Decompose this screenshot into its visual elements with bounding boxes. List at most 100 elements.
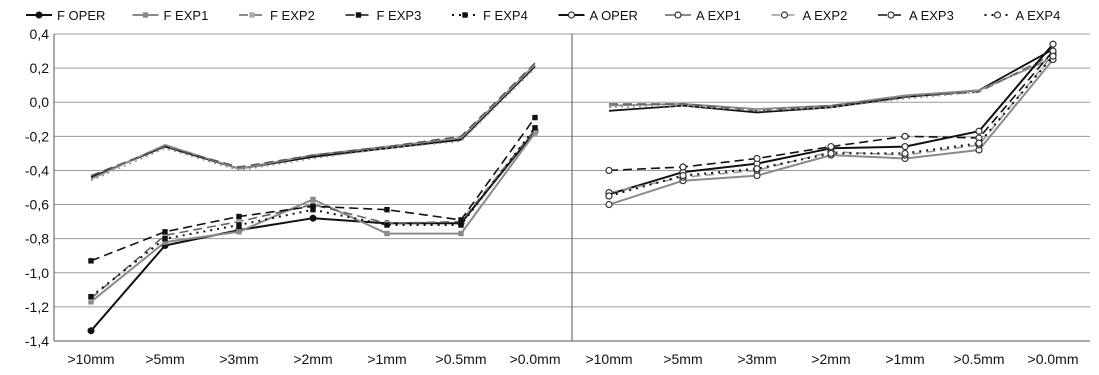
series-line (608, 48, 1054, 114)
y-tick-label: 0,2 (30, 60, 50, 76)
legend-label: F EXP1 (164, 8, 209, 23)
legend-label: F EXP3 (377, 8, 422, 23)
data-point (605, 166, 613, 175)
data-point (827, 149, 835, 157)
legend-marker (142, 12, 149, 18)
x-tick-label: >0.0mm (1028, 351, 1079, 367)
x-tick-label: >0.5mm (436, 351, 487, 367)
legend-label: F EXP4 (483, 8, 528, 23)
legend-marker (780, 11, 789, 19)
legend-item-f-exp2: F EXP2 (239, 8, 315, 23)
series-line (609, 53, 1054, 112)
data-point (901, 132, 909, 140)
data-point (975, 127, 983, 135)
data-point (901, 142, 909, 151)
legend-marker (567, 11, 576, 19)
data-point (236, 213, 242, 220)
series-upper-dash (609, 53, 1054, 112)
chart-legend: F OPER F EXP1 F EXP2 F EXP3 F EXP4 A OPER A EX… (26, 8, 1060, 23)
data-point (87, 327, 95, 335)
x-tick-label: >2mm (293, 351, 332, 367)
series-a-exp1 (605, 55, 1057, 209)
data-point (88, 299, 94, 305)
x-tick-label: >10mm (585, 351, 632, 367)
data-point (162, 235, 168, 242)
legend-item-a-exp4: A EXP4 (984, 8, 1061, 23)
legend-marker (993, 11, 1002, 19)
data-point (901, 149, 909, 157)
data-point (310, 196, 316, 203)
legend-label: A EXP4 (1016, 8, 1061, 23)
data-point (605, 192, 613, 200)
legend-label: A EXP2 (803, 8, 848, 23)
series-line (90, 62, 536, 177)
series-a-exp4 (605, 52, 1057, 200)
y-tick-label: -1,2 (25, 299, 49, 315)
data-point (679, 171, 687, 180)
series-a-exp3 (605, 47, 1057, 175)
series-line (90, 64, 536, 180)
legend-marker (355, 12, 362, 18)
legend-label: F OPER (57, 8, 105, 23)
y-tick-label: -1,0 (25, 265, 49, 281)
data-point (384, 230, 390, 237)
data-point (1049, 40, 1057, 48)
legend-item-f-exp4: F EXP4 (452, 8, 528, 23)
data-point (1049, 52, 1057, 60)
data-point (310, 203, 316, 209)
data-point (236, 229, 242, 235)
x-tick-label: >10mm (67, 351, 114, 367)
legend-item-a-exp3: A EXP3 (878, 8, 954, 23)
data-point (384, 222, 390, 228)
legend-marker (35, 11, 43, 19)
data-point (88, 258, 94, 264)
series-a-oper (605, 40, 1057, 198)
x-tick-label: >1mm (367, 351, 406, 367)
legend-label: A EXP3 (909, 8, 954, 23)
x-tick-label: >3mm (737, 351, 776, 367)
x-tick-label: >0.5mm (954, 351, 1005, 367)
data-point (236, 218, 242, 225)
series-f-oper (87, 127, 539, 335)
series-upper-solid (90, 65, 536, 179)
series-line (608, 55, 1054, 112)
legend-marker (674, 11, 682, 19)
legend-marker (462, 12, 468, 18)
series-upper-solid (608, 48, 1054, 114)
chart-series (87, 40, 1057, 335)
data-point (679, 163, 687, 171)
y-tick-label: -0,8 (25, 231, 49, 247)
series-line (90, 67, 536, 182)
series-upper-dash (90, 62, 536, 177)
data-point (753, 154, 761, 163)
legend-item-a-exp2: A EXP2 (771, 8, 848, 23)
data-point (310, 206, 316, 213)
y-tick-label: 0,4 (30, 26, 50, 42)
data-point (458, 230, 464, 237)
data-point (384, 206, 390, 213)
chart-axes (53, 34, 1090, 342)
data-point (236, 222, 242, 228)
x-tick-label: >0.0mm (510, 351, 561, 367)
y-tick-label: -0,2 (25, 128, 49, 144)
x-tick-label: >2mm (811, 351, 850, 367)
series-upper-gray-dot (608, 55, 1054, 112)
legend-item-a-oper: A OPER (558, 8, 638, 23)
y-tick-label: -1,4 (25, 333, 49, 349)
series-upper-gray (90, 64, 536, 180)
series-f-exp4 (88, 125, 538, 300)
x-tick-label: >5mm (663, 351, 702, 367)
series-upper-gray-dot (90, 67, 536, 182)
data-point (532, 125, 538, 131)
x-tick-label: >5mm (145, 351, 184, 367)
data-point (532, 114, 538, 121)
series-line (608, 57, 1054, 110)
series-line (608, 58, 1054, 206)
legend-item-f-exp3: F EXP3 (345, 8, 422, 23)
legend-item-f-oper: F OPER (26, 8, 105, 23)
data-point (309, 214, 317, 222)
legend-marker (887, 11, 895, 19)
data-point (532, 130, 538, 136)
y-tick-label: -0,4 (25, 162, 49, 178)
